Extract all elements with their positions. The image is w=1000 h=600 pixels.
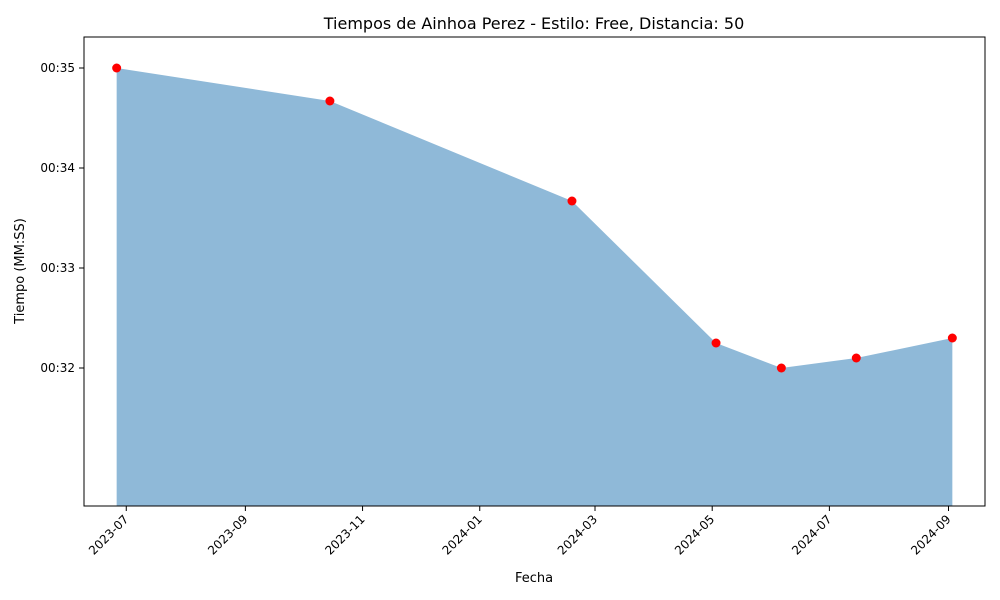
y-axis-label: Tiempo (MM:SS)	[13, 218, 28, 325]
y-tick-label: 00:33	[40, 261, 75, 275]
y-axis: 00:32 00:33 00:34 00:35	[40, 61, 84, 375]
y-tick-label: 00:32	[40, 361, 75, 375]
data-point	[112, 63, 122, 73]
x-tick-label: 2024-07	[789, 512, 834, 557]
data-point	[776, 363, 786, 373]
area-fill	[116, 68, 953, 506]
x-tick-label: 2023-09	[205, 512, 250, 557]
x-axis-label: Fecha	[515, 571, 553, 586]
plot-frame	[83, 36, 986, 507]
x-axis: 2023-07 2023-09 2023-11 2024-01 2024-03 2024-…	[86, 506, 954, 558]
x-tick-label: 2024-01	[440, 512, 485, 557]
x-tick-label: 2024-03	[555, 512, 600, 557]
x-tick-label: 2023-11	[322, 512, 367, 557]
chart-title: Tiempos de Ainhoa Perez - Estilo: Free, …	[323, 14, 745, 33]
data-point	[711, 338, 721, 348]
data-point	[851, 353, 861, 363]
plot-area	[83, 36, 986, 507]
x-tick-label: 2024-05	[672, 512, 717, 557]
data-point	[947, 333, 957, 343]
y-tick-label: 00:35	[40, 61, 75, 75]
y-tick-label: 00:34	[40, 161, 75, 175]
data-point	[325, 96, 335, 106]
data-point	[567, 196, 577, 206]
x-tick-label: 2023-07	[86, 512, 131, 557]
x-tick-label: 2024-09	[908, 512, 953, 557]
